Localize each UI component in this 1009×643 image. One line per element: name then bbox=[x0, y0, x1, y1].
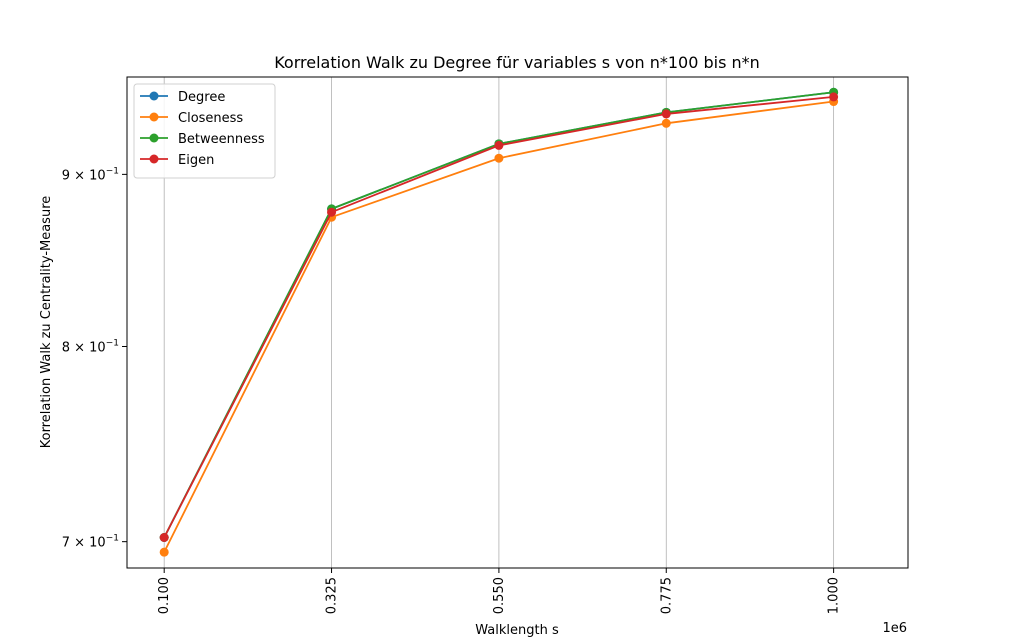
y-tick-label: 7 × 10−1 bbox=[62, 534, 119, 551]
y-axis: 7 × 10−1 8 × 10−1 9 × 10−1 bbox=[62, 166, 127, 551]
x-tick-label: 0.100 bbox=[157, 577, 172, 614]
legend-swatch-marker bbox=[149, 112, 159, 122]
y-axis-label: Korrelation Walk zu Centrality-Measure bbox=[39, 196, 54, 449]
data-point bbox=[159, 547, 169, 557]
x-tick-label: 1.000 bbox=[827, 577, 842, 614]
series-closeness bbox=[159, 97, 839, 557]
y-tick-label: 8 × 10−1 bbox=[62, 339, 119, 356]
x-tick-label: 0.775 bbox=[659, 577, 674, 614]
legend-swatch-marker bbox=[149, 154, 159, 164]
legend-label: Degree bbox=[178, 90, 225, 105]
legend: Degree Closeness Betweenness Eigen bbox=[133, 83, 276, 179]
x-axis-offset-label: 1e6 bbox=[882, 621, 907, 636]
data-point bbox=[159, 532, 169, 542]
legend-swatch-marker bbox=[149, 91, 159, 101]
plot-frame bbox=[126, 76, 909, 569]
legend-swatch-marker bbox=[149, 133, 159, 143]
x-axis: 0.100 0.325 0.550 0.775 1.000 bbox=[157, 568, 842, 614]
chart-title: Korrelation Walk zu Degree für variables… bbox=[274, 53, 760, 72]
data-point bbox=[494, 153, 504, 163]
data-point bbox=[829, 92, 839, 102]
data-point bbox=[661, 109, 671, 119]
legend-box bbox=[133, 83, 276, 179]
legend-label: Betweenness bbox=[178, 132, 265, 147]
x-axis-label: Walklength s bbox=[475, 623, 559, 638]
x-tick-label: 0.550 bbox=[492, 577, 507, 614]
data-point bbox=[494, 140, 504, 150]
series-eigen bbox=[159, 92, 839, 542]
y-tick-label: 9 × 10−1 bbox=[62, 166, 119, 183]
data-point bbox=[327, 207, 337, 217]
x-tick-label: 0.325 bbox=[325, 577, 340, 614]
legend-label: Eigen bbox=[178, 153, 214, 168]
series-layer bbox=[159, 87, 839, 557]
legend-label: Closeness bbox=[178, 111, 243, 126]
data-point bbox=[661, 118, 671, 128]
